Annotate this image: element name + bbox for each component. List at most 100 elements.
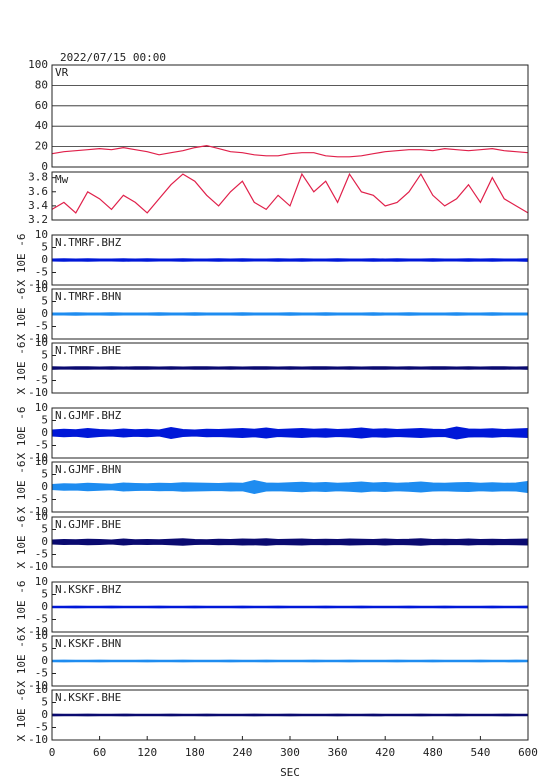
- y-tick-label: 0: [41, 307, 48, 320]
- x-tick-label: 240: [232, 746, 252, 759]
- y-tick-label: -10: [28, 278, 48, 291]
- y-tick-label: -5: [35, 548, 48, 561]
- y-tick-label: 80: [35, 78, 48, 91]
- y-tick-label: -5: [35, 320, 48, 333]
- x-tick-label: 420: [375, 746, 395, 759]
- trace-envelope: [51, 366, 529, 370]
- x-tick-label: 180: [185, 746, 205, 759]
- panel-label: Mw: [55, 173, 69, 186]
- y-tick-label: 0: [41, 708, 48, 721]
- panel-label: N.GJMF.BHN: [55, 463, 121, 476]
- y-tick-label: 5: [41, 349, 48, 362]
- y-tick-label: -5: [35, 493, 48, 506]
- trace-envelope: [51, 426, 529, 440]
- y-tick-label: 0: [41, 426, 48, 439]
- y-axis-label: X 10E -6: [15, 635, 28, 688]
- panel-label: N.TMRF.BHN: [55, 290, 121, 303]
- y-tick-label: -10: [28, 332, 48, 345]
- y-axis-label: X 10E -6: [15, 407, 28, 460]
- y-axis-label: X 10E -6: [15, 516, 28, 569]
- y-tick-label: 5: [41, 696, 48, 709]
- y-tick-label: 5: [41, 295, 48, 308]
- x-axis-label: SEC: [280, 766, 300, 779]
- y-tick-label: 5: [41, 414, 48, 427]
- y-tick-label: 20: [35, 140, 48, 153]
- y-axis-label: X 10E -6: [15, 234, 28, 287]
- y-tick-label: -5: [35, 439, 48, 452]
- trace-envelope: [51, 605, 529, 609]
- y-tick-label: 0: [41, 654, 48, 667]
- y-tick-label: -10: [28, 679, 48, 692]
- y-tick-label: -5: [35, 374, 48, 387]
- y-tick-label: 10: [35, 401, 48, 414]
- y-axis-label: X 10E -6: [15, 689, 28, 742]
- panel-label: N.KSKF.BHZ: [55, 583, 122, 596]
- y-tick-label: 0: [41, 535, 48, 548]
- data-line: [51, 172, 529, 214]
- y-tick-label: -10: [28, 625, 48, 638]
- panel-label: N.GJMF.BHE: [55, 518, 121, 531]
- trace-envelope: [51, 479, 529, 495]
- y-axis-label: X 10E -6: [15, 288, 28, 341]
- y-tick-label: 10: [35, 683, 48, 696]
- y-tick-label: 40: [35, 119, 48, 132]
- y-tick-label: 10: [35, 510, 48, 523]
- y-tick-label: 0: [41, 253, 48, 266]
- y-axis-label: X 10E -6: [15, 461, 28, 514]
- y-tick-label: -10: [28, 560, 48, 573]
- y-tick-label: 10: [35, 336, 48, 349]
- y-tick-label: 10: [35, 629, 48, 642]
- x-tick-label: 360: [328, 746, 348, 759]
- trace-envelope: [51, 312, 529, 316]
- panel-frame: [51, 171, 529, 221]
- y-tick-label: 5: [41, 241, 48, 254]
- y-tick-label: 0: [41, 480, 48, 493]
- y-tick-label: -10: [28, 733, 48, 746]
- y-tick-label: 5: [41, 523, 48, 536]
- y-tick-label: 0: [41, 361, 48, 374]
- y-tick-label: -10: [28, 451, 48, 464]
- panel-label: N.KSKF.BHE: [55, 691, 121, 704]
- x-tick-label: 300: [280, 746, 300, 759]
- chart-title: 2022/07/15 00:00: [60, 51, 166, 64]
- y-tick-label: 100: [28, 58, 48, 71]
- y-tick-label: 10: [35, 228, 48, 241]
- panel-frame: [51, 516, 529, 568]
- y-tick-label: 60: [35, 99, 48, 112]
- panel-frame: [51, 461, 529, 513]
- panel-frame: [51, 64, 529, 168]
- y-tick-label: 5: [41, 588, 48, 601]
- x-tick-label: 60: [93, 746, 106, 759]
- x-tick-label: 600: [518, 746, 538, 759]
- panel-label: N.KSKF.BHN: [55, 637, 121, 650]
- y-tick-label: 10: [35, 575, 48, 588]
- y-tick-label: -5: [35, 266, 48, 279]
- panel-label: N.GJMF.BHZ: [55, 409, 122, 422]
- panel-label: N.TMRF.BHE: [55, 344, 121, 357]
- y-tick-label: 5: [41, 642, 48, 655]
- y-tick-label: 0: [41, 600, 48, 613]
- y-tick-label: 0: [41, 160, 48, 173]
- data-line: [51, 144, 529, 158]
- panel-label: VR: [55, 66, 69, 79]
- y-axis-label: X 10E -6: [15, 342, 28, 395]
- x-tick-label: 120: [137, 746, 157, 759]
- panel-frame: [51, 407, 529, 459]
- panel-frame: [51, 288, 529, 340]
- y-tick-label: -5: [35, 613, 48, 626]
- trace-envelope: [51, 659, 529, 663]
- y-tick-label: 3.6: [28, 185, 48, 198]
- y-tick-label: -5: [35, 721, 48, 734]
- trace-envelope: [51, 538, 529, 546]
- y-tick-label: -10: [28, 505, 48, 518]
- y-tick-label: 3.8: [28, 171, 48, 184]
- panel-label: N.TMRF.BHZ: [55, 236, 122, 249]
- trace-envelope: [51, 258, 529, 262]
- x-tick-label: 0: [49, 746, 56, 759]
- y-tick-label: 3.2: [28, 213, 48, 226]
- y-tick-label: 10: [35, 455, 48, 468]
- trace-envelope: [51, 713, 529, 717]
- x-tick-label: 540: [470, 746, 490, 759]
